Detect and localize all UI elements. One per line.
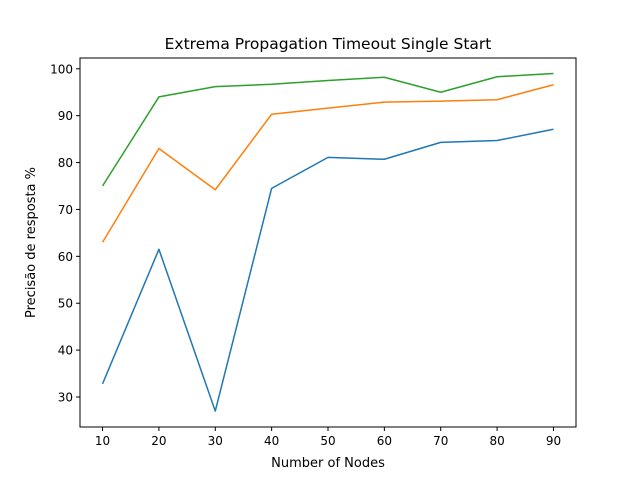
x-axis: 10 20 30 40 50 60 70 80 90	[95, 427, 561, 448]
y-tick-label: 100	[50, 62, 73, 76]
x-tick-label: 80	[489, 434, 504, 448]
y-tick-label: 90	[58, 109, 73, 123]
x-tick-label: 20	[151, 434, 166, 448]
x-tick-label: 50	[320, 434, 335, 448]
y-tick-label: 30	[58, 390, 73, 404]
x-tick-label: 40	[264, 434, 279, 448]
x-tick-label: 70	[433, 434, 448, 448]
y-tick-label: 80	[58, 156, 73, 170]
x-tick-label: 60	[377, 434, 392, 448]
plot-area	[79, 57, 577, 428]
y-tick-label: 60	[58, 250, 73, 264]
y-axis: 30 40 50 60 70 80 90 100	[50, 62, 80, 404]
chart-title: Extrema Propagation Timeout Single Start	[165, 35, 492, 53]
x-tick-label: 90	[546, 434, 561, 448]
x-axis-label: Number of Nodes	[271, 456, 385, 471]
y-tick-label: 50	[58, 297, 73, 311]
series-lines	[101, 72, 554, 412]
series-line-2	[101, 84, 554, 243]
x-tick-label: 10	[95, 434, 110, 448]
y-axis-label: Precisão de resposta %	[24, 167, 39, 318]
series-line-1	[101, 128, 554, 412]
x-tick-label: 30	[208, 434, 223, 448]
y-tick-label: 70	[58, 203, 73, 217]
y-tick-label: 40	[58, 344, 73, 358]
series-line-3	[101, 72, 554, 187]
